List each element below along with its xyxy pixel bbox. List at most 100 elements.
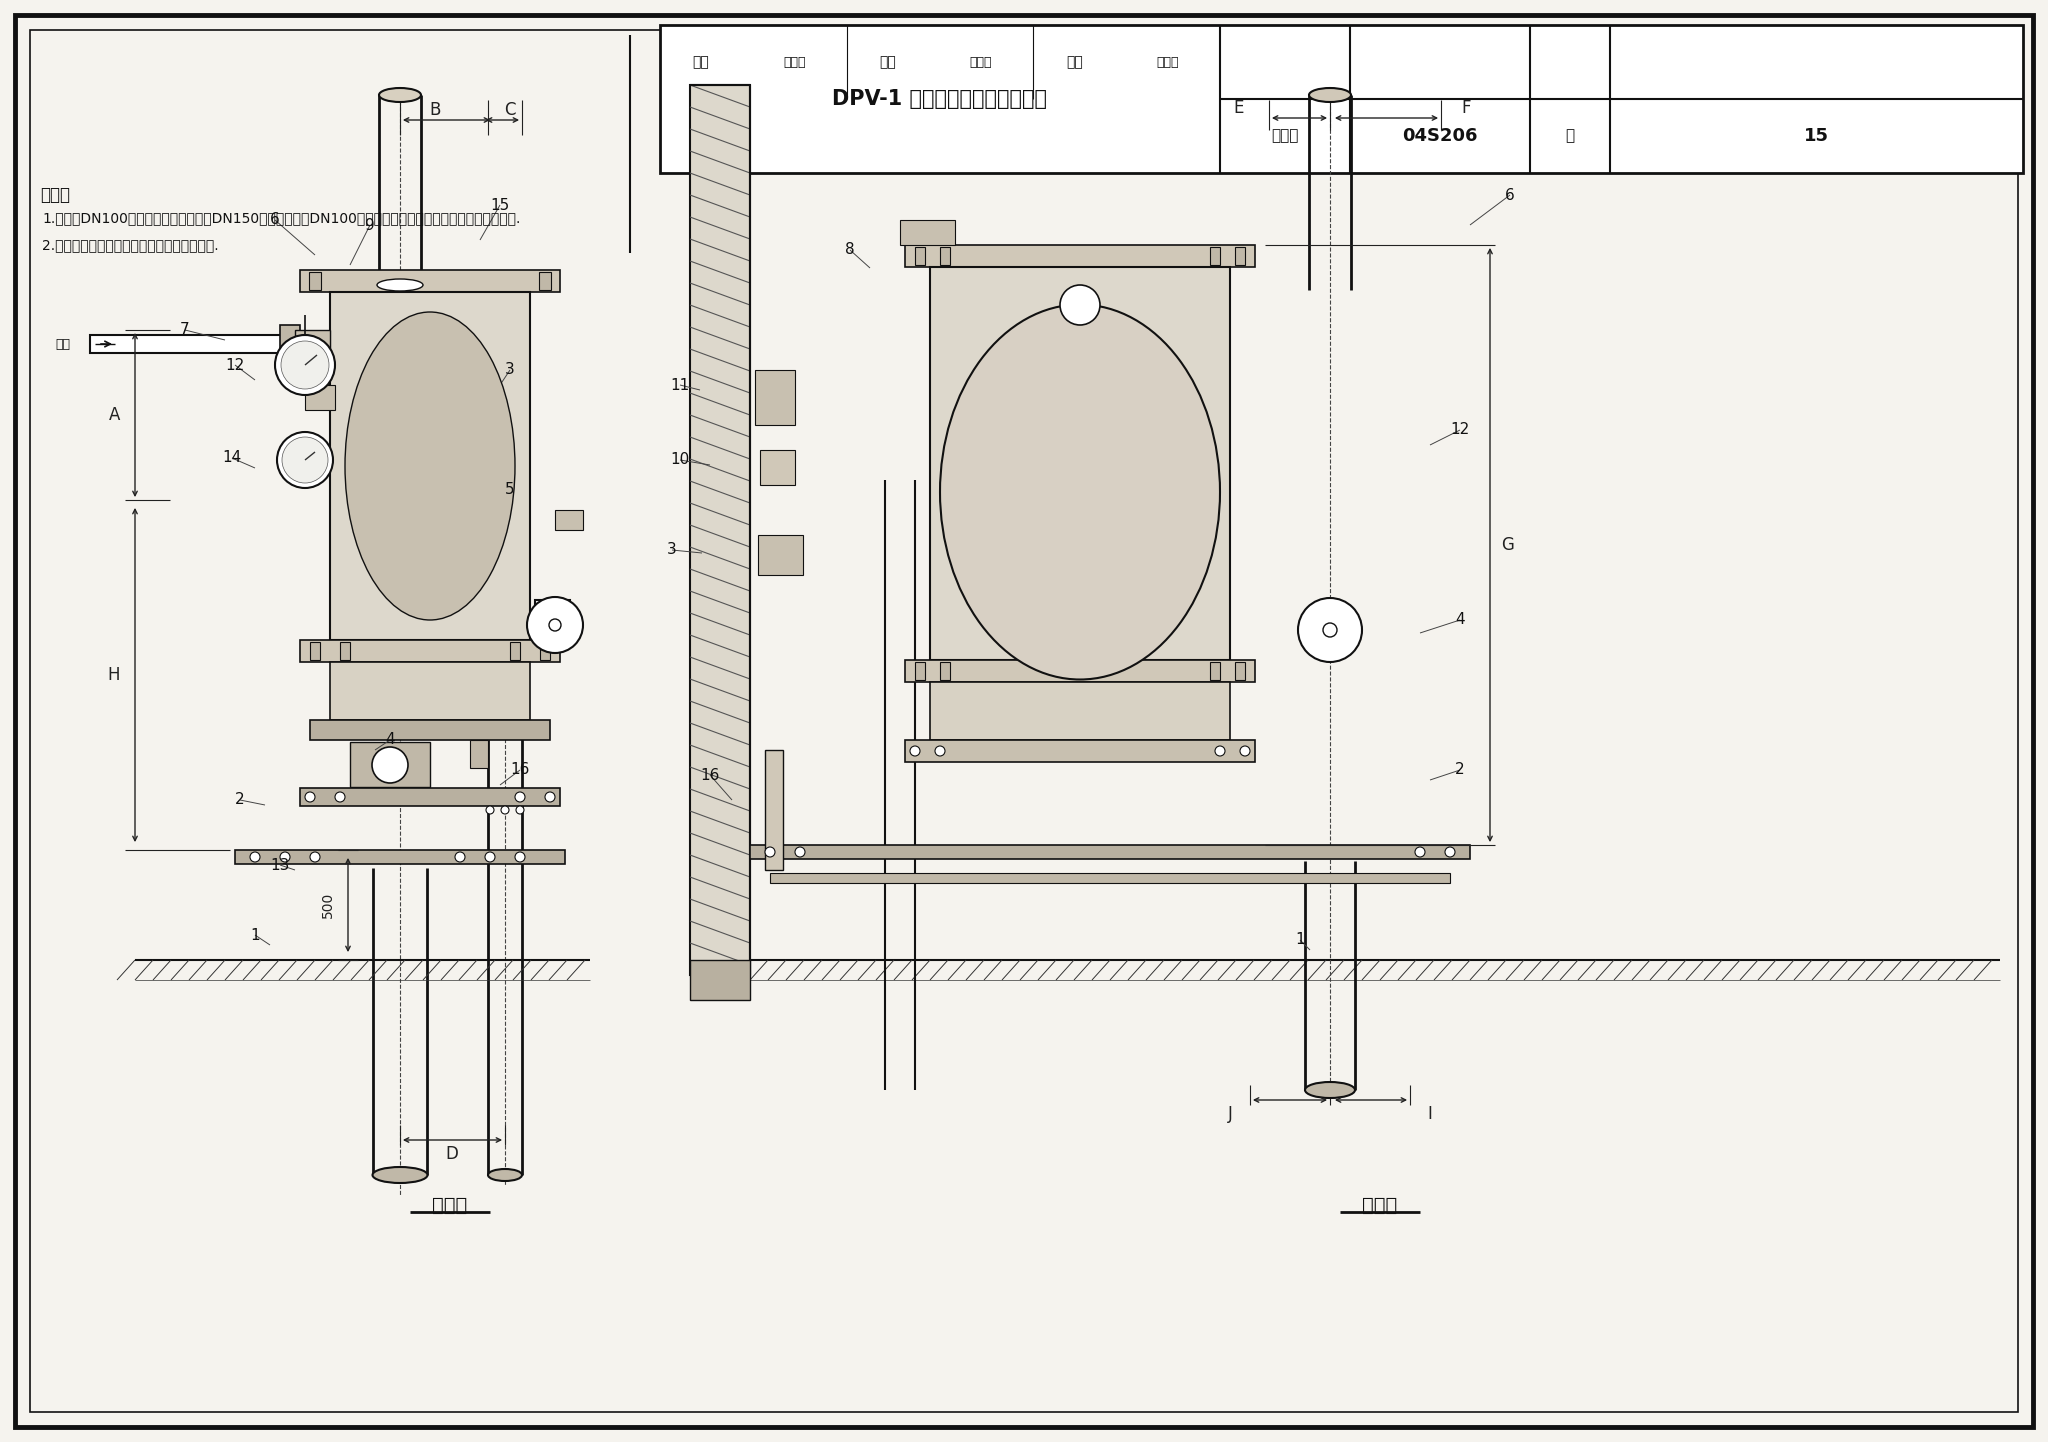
Bar bbox=[305, 385, 336, 410]
Text: 6: 6 bbox=[270, 212, 281, 228]
Text: 14: 14 bbox=[223, 450, 242, 466]
Circle shape bbox=[485, 852, 496, 862]
Circle shape bbox=[1298, 598, 1362, 662]
Bar bbox=[90, 335, 295, 353]
Text: 侧视图: 侧视图 bbox=[1362, 1195, 1397, 1216]
Circle shape bbox=[305, 792, 315, 802]
Circle shape bbox=[545, 792, 555, 802]
Bar bbox=[309, 642, 319, 660]
Circle shape bbox=[936, 746, 944, 756]
Ellipse shape bbox=[487, 1169, 522, 1181]
Circle shape bbox=[1239, 746, 1249, 756]
Text: 11: 11 bbox=[670, 378, 690, 392]
Circle shape bbox=[250, 852, 260, 862]
Text: 校对: 校对 bbox=[879, 55, 897, 69]
Text: F: F bbox=[1462, 99, 1470, 117]
Circle shape bbox=[516, 806, 524, 813]
Text: 7: 7 bbox=[180, 323, 190, 337]
Text: 04S206: 04S206 bbox=[1403, 127, 1479, 146]
Text: 图集号: 图集号 bbox=[1272, 128, 1298, 144]
Ellipse shape bbox=[379, 88, 422, 102]
Ellipse shape bbox=[373, 1167, 428, 1182]
Circle shape bbox=[549, 619, 561, 632]
Circle shape bbox=[274, 335, 336, 395]
Bar bbox=[1235, 662, 1245, 681]
Circle shape bbox=[795, 846, 805, 857]
Circle shape bbox=[485, 806, 494, 813]
Bar bbox=[659, 25, 2023, 173]
Bar bbox=[760, 450, 795, 485]
Circle shape bbox=[502, 806, 510, 813]
Text: 乙本钢: 乙本钢 bbox=[782, 55, 805, 69]
Text: 16: 16 bbox=[700, 767, 719, 783]
Text: 页: 页 bbox=[1565, 128, 1575, 144]
Circle shape bbox=[336, 792, 344, 802]
Circle shape bbox=[281, 340, 330, 389]
Text: 15: 15 bbox=[1804, 127, 1829, 146]
Bar bbox=[535, 600, 569, 619]
Bar bbox=[299, 270, 559, 291]
Text: A: A bbox=[109, 407, 121, 424]
Text: 4: 4 bbox=[385, 733, 395, 747]
Bar bbox=[309, 720, 551, 740]
Text: I: I bbox=[1427, 1105, 1432, 1123]
Bar bbox=[770, 872, 1450, 883]
Bar bbox=[1210, 247, 1221, 265]
Circle shape bbox=[514, 852, 524, 862]
Text: 13: 13 bbox=[270, 858, 289, 872]
Bar bbox=[930, 682, 1231, 740]
Circle shape bbox=[514, 792, 524, 802]
Bar bbox=[750, 845, 1470, 859]
Text: 9: 9 bbox=[365, 218, 375, 232]
Circle shape bbox=[455, 852, 465, 862]
Bar bbox=[541, 642, 551, 660]
Text: D: D bbox=[446, 1145, 459, 1164]
Text: 12: 12 bbox=[225, 358, 244, 372]
Circle shape bbox=[281, 852, 291, 862]
Text: 3: 3 bbox=[506, 362, 514, 378]
Text: H: H bbox=[106, 666, 121, 684]
Bar bbox=[690, 960, 750, 999]
Bar bbox=[299, 787, 559, 806]
Bar bbox=[1210, 662, 1221, 681]
Text: 刘渊冲: 刘渊冲 bbox=[1157, 55, 1180, 69]
Bar bbox=[940, 247, 950, 265]
Bar bbox=[905, 660, 1255, 682]
Text: J: J bbox=[1227, 1105, 1233, 1123]
Bar bbox=[510, 642, 520, 660]
Text: 2.本图根据泰科中央喷宝公司提供的资料编制.: 2.本图根据泰科中央喷宝公司提供的资料编制. bbox=[43, 238, 219, 252]
Text: 2: 2 bbox=[236, 793, 246, 808]
Bar bbox=[930, 267, 1231, 660]
Text: DPV-1 系列干式报警阀组安装图: DPV-1 系列干式报警阀组安装图 bbox=[831, 89, 1047, 110]
Text: 石达仁: 石达仁 bbox=[971, 55, 993, 69]
Bar bbox=[905, 740, 1255, 761]
Circle shape bbox=[1446, 846, 1454, 857]
Text: G: G bbox=[1501, 536, 1513, 554]
Text: 8: 8 bbox=[846, 242, 854, 258]
Text: 16: 16 bbox=[510, 763, 530, 777]
Bar bbox=[1235, 247, 1245, 265]
Bar bbox=[766, 750, 782, 870]
Circle shape bbox=[373, 747, 408, 783]
Bar bbox=[469, 740, 487, 769]
Bar bbox=[330, 291, 530, 640]
Bar bbox=[281, 324, 299, 363]
Text: E: E bbox=[1233, 99, 1245, 117]
Circle shape bbox=[766, 846, 774, 857]
Circle shape bbox=[1061, 286, 1100, 324]
Bar bbox=[756, 371, 795, 425]
Circle shape bbox=[1323, 623, 1337, 637]
Text: 说明：: 说明： bbox=[41, 186, 70, 203]
Text: 1: 1 bbox=[250, 927, 260, 943]
Bar bbox=[330, 662, 530, 720]
Text: 3: 3 bbox=[668, 542, 678, 558]
Ellipse shape bbox=[1305, 1082, 1356, 1097]
Text: 正视图: 正视图 bbox=[432, 1195, 467, 1216]
Text: 12: 12 bbox=[1450, 423, 1470, 437]
Text: 审核: 审核 bbox=[692, 55, 709, 69]
Bar bbox=[299, 640, 559, 662]
Text: 1.本图为DN100干式报警阀的安装图，DN150干式报警阀与DN100干式报警阀进水压力表和主排水阀位置不同.: 1.本图为DN100干式报警阀的安装图，DN150干式报警阀与DN100干式报警… bbox=[43, 211, 520, 225]
Ellipse shape bbox=[1309, 88, 1352, 102]
Bar bbox=[940, 662, 950, 681]
Text: 10: 10 bbox=[670, 453, 690, 467]
